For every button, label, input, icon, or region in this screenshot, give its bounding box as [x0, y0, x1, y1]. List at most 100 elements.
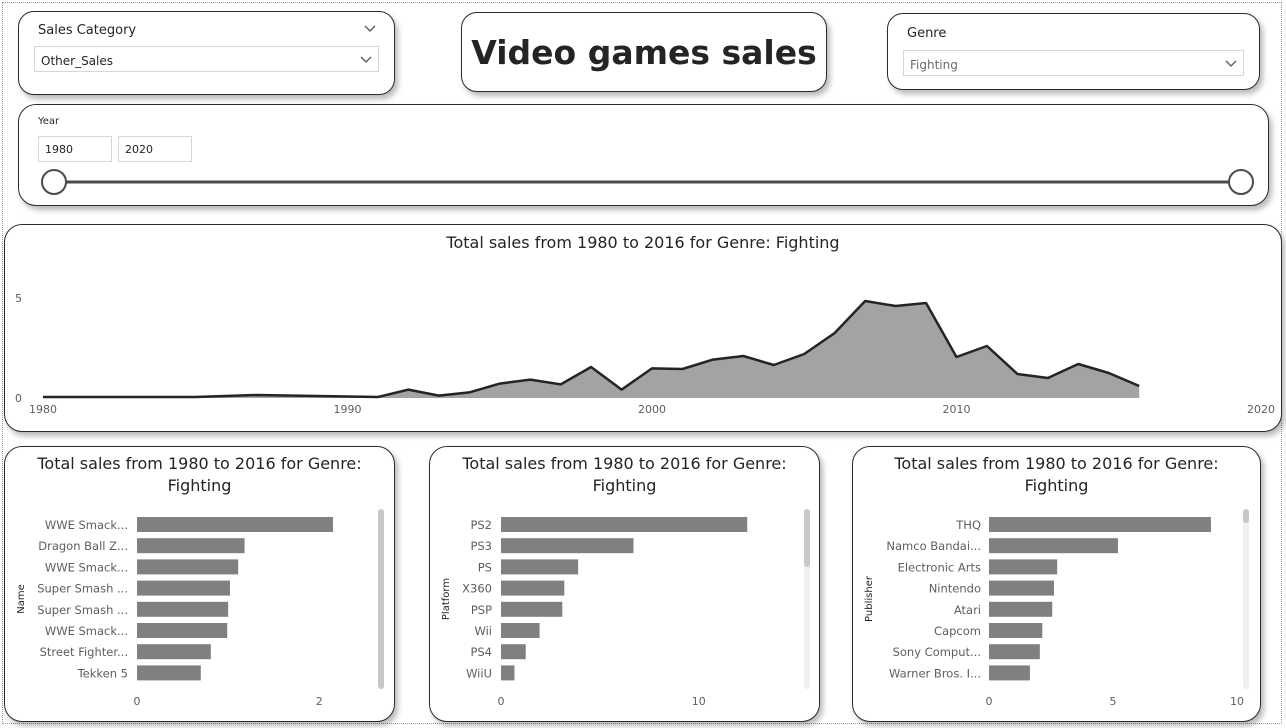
bar[interactable] [501, 623, 540, 638]
slider-start-handle[interactable] [41, 169, 67, 195]
dropdown-chevron-icon[interactable] [360, 56, 372, 64]
bar-chart-publisher: THQ Namco Bandai... Electronic Arts Nintend… [864, 509, 1249, 708]
year-start-input[interactable]: 1980 [38, 136, 112, 162]
bar[interactable] [137, 580, 230, 596]
x-tick-label: 1980 [29, 403, 57, 416]
bar[interactable] [989, 601, 1053, 617]
bar[interactable] [137, 644, 211, 660]
series-line [43, 299, 1140, 399]
scrollbar-thumb[interactable] [804, 509, 810, 567]
bar[interactable] [989, 580, 1054, 596]
sales-category-value: Other_Sales [41, 54, 114, 68]
year-end-value: 2020 [125, 143, 153, 156]
category-label: PS2 [470, 518, 492, 532]
category-label: PS4 [470, 645, 492, 659]
bar[interactable] [501, 538, 634, 554]
year-title: Year [38, 116, 60, 127]
category-label: Tekken 5 [77, 666, 128, 680]
category-label: Wii [474, 624, 492, 638]
area-fill [43, 301, 1140, 398]
x-tick-label: 0 [498, 695, 505, 708]
bar-chart-name: WWE Smack... Dragon Ball Z... WWE Smack...… [16, 509, 384, 708]
scrollbar-track[interactable] [1243, 509, 1249, 689]
bar[interactable] [501, 644, 526, 660]
sales-category-title: Sales Category [38, 23, 137, 38]
category-label: Nintendo [929, 582, 981, 596]
year-start-value: 1980 [45, 143, 73, 156]
x-tick-label: 0 [134, 695, 141, 708]
category-label: WiiU [466, 666, 492, 680]
x-tick-label: 2000 [638, 403, 666, 416]
category-label: X360 [462, 582, 492, 596]
scrollbar-thumb[interactable] [378, 509, 384, 689]
collapse-chevron-icon[interactable] [364, 25, 376, 33]
bar-chart-platform: PS2 PS3 PS X360 PSP Wii PS4 WiiU 0 10 Platform [441, 509, 810, 708]
category-label: Atari [954, 603, 981, 617]
area-chart-title: Total sales from 1980 to 2016 for Genre:… [446, 233, 840, 252]
bar[interactable] [501, 580, 565, 596]
bar-chart-name-title: Total sales from 1980 to 2016 for Genre:… [37, 454, 362, 495]
dropdown-chevron-icon[interactable] [1225, 60, 1237, 68]
year-end-input[interactable]: 2020 [118, 136, 192, 162]
category-label: PS3 [470, 539, 492, 553]
bar[interactable] [989, 623, 1043, 638]
genre-value: Fighting [910, 58, 958, 72]
sales-category-slicer: Sales Category Other_Sales [18, 11, 395, 95]
x-tick-label: 10 [692, 695, 706, 708]
bar[interactable] [501, 559, 579, 575]
category-label: THQ [955, 518, 981, 532]
y-axis-title: Publisher [864, 575, 875, 622]
bar[interactable] [137, 559, 239, 575]
category-label: Warner Bros. I... [889, 666, 981, 680]
bar[interactable] [989, 559, 1058, 575]
category-label: Namco Bandai... [886, 539, 981, 553]
slider-end-handle[interactable] [1228, 169, 1254, 195]
category-label: WWE Smack... [45, 518, 128, 532]
category-label: Sony Comput... [893, 645, 981, 659]
bar[interactable] [501, 517, 748, 532]
genre-slicer: Genre Fighting [887, 13, 1260, 90]
area-chart-card: Total sales from 1980 to 2016 for Genre:… [4, 224, 1282, 432]
genre-dropdown[interactable]: Fighting [903, 50, 1244, 76]
bar[interactable] [137, 665, 201, 681]
bar[interactable] [989, 665, 1030, 681]
bar[interactable] [501, 601, 563, 617]
bar[interactable] [989, 517, 1211, 532]
y-axis-title: Name [16, 584, 27, 614]
y-tick-label: 5 [15, 292, 22, 305]
bar[interactable] [137, 601, 229, 617]
genre-title: Genre [907, 26, 947, 41]
year-range-slider[interactable] [19, 165, 1268, 201]
bar[interactable] [137, 517, 333, 532]
x-tick-label: 2 [316, 695, 323, 708]
year-slicer: Year 1980 2020 [18, 104, 1269, 206]
category-label: WWE Smack... [45, 560, 128, 574]
category-label: Capcom [934, 624, 981, 638]
x-tick-label: 10 [1230, 695, 1244, 708]
category-label: Dragon Ball Z... [38, 539, 128, 553]
page-title: Video games sales [471, 33, 817, 72]
x-tick-label: 0 [986, 695, 993, 708]
bar-chart-publisher-title: Total sales from 1980 to 2016 for Genre:… [894, 454, 1219, 495]
scrollbar-thumb[interactable] [1243, 509, 1249, 523]
category-label: Street Fighter... [40, 645, 128, 659]
x-tick-label: 1990 [334, 403, 362, 416]
category-label: Electronic Arts [898, 560, 981, 574]
bar-chart-platform-card: Total sales from 1980 to 2016 for Genre:… [429, 446, 820, 722]
category-label: Super Smash ... [37, 582, 128, 596]
bar[interactable] [989, 538, 1118, 554]
bar[interactable] [137, 538, 245, 554]
category-label: PS [478, 560, 492, 574]
sales-category-dropdown[interactable]: Other_Sales [34, 46, 379, 72]
bar[interactable] [137, 623, 228, 638]
bar[interactable] [989, 644, 1040, 660]
category-label: WWE Smack... [45, 624, 128, 638]
x-tick-label: 5 [1110, 695, 1117, 708]
bar[interactable] [501, 665, 515, 681]
category-label: PSP [471, 603, 492, 617]
x-tick-label: 2010 [943, 403, 971, 416]
y-axis-title: Platform [441, 578, 452, 620]
x-tick-label: 2020 [1247, 403, 1275, 416]
area-chart: 0 5 1980 1990 2000 2010 2020 [15, 292, 1275, 416]
category-label: Super Smash ... [37, 603, 128, 617]
